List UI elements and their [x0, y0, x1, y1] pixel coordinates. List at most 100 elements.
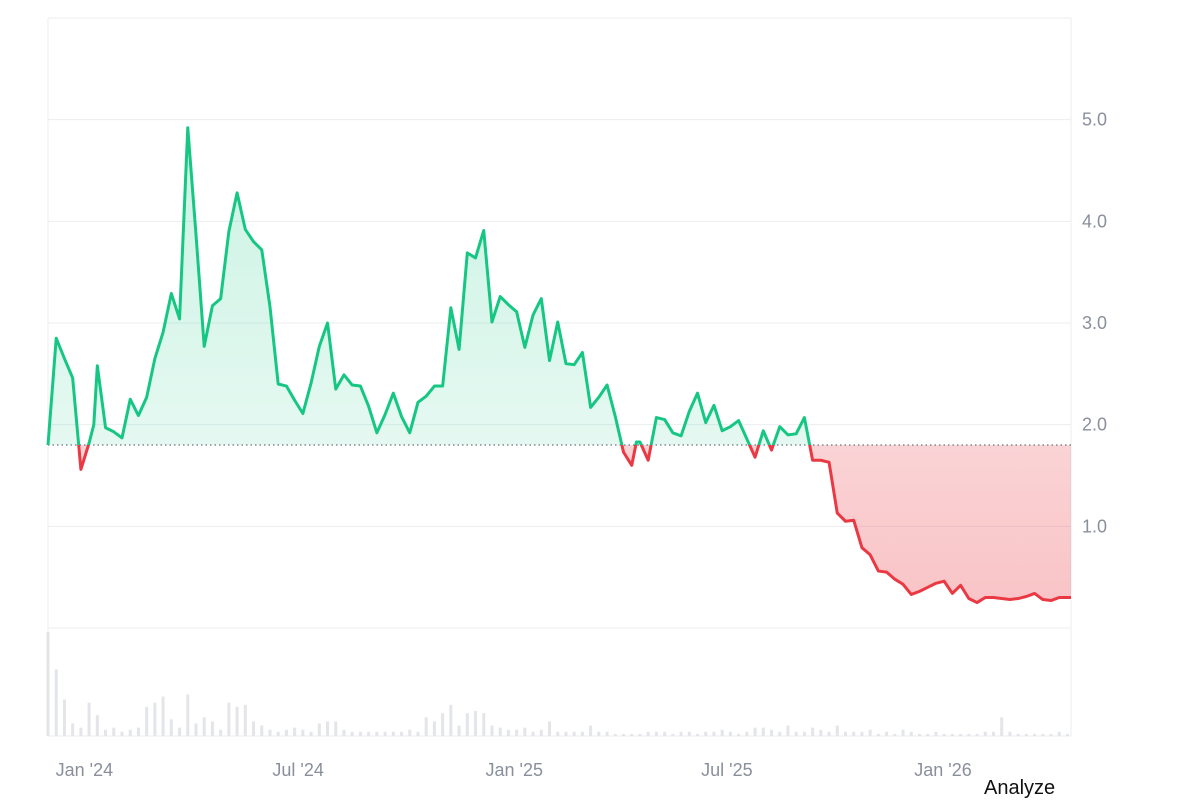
- volume-bar: [909, 731, 913, 736]
- volume-bar: [482, 713, 486, 736]
- volume-bar: [1008, 731, 1012, 736]
- volume-bar: [400, 731, 404, 736]
- volume-bar: [317, 723, 321, 736]
- volume-bar: [523, 727, 527, 736]
- volume-bar: [556, 731, 560, 736]
- y-tick-label: 5.0: [1082, 110, 1107, 130]
- volume-bar: [893, 733, 897, 736]
- volume-bar: [1057, 731, 1061, 736]
- volume-bar: [120, 731, 124, 736]
- volume-bar: [548, 721, 552, 736]
- volume-bar: [630, 733, 634, 736]
- x-axis-ticks: Jan '24 Jul '24 Jan '25 Jul '25 Jan '26: [56, 760, 972, 780]
- volume-bar: [268, 729, 272, 736]
- volume-bar: [219, 729, 223, 736]
- volume-bar: [54, 669, 58, 736]
- volume-bar: [87, 702, 91, 736]
- volume-bar: [860, 731, 864, 736]
- volume-bar: [539, 729, 543, 736]
- volume-bar: [136, 727, 140, 736]
- volume-bar: [391, 731, 395, 736]
- volume-bar: [885, 731, 889, 736]
- area-above-baseline: [48, 127, 1071, 445]
- volume-bar: [457, 725, 461, 736]
- volume-bar: [876, 733, 880, 736]
- volume-bar: [589, 725, 593, 736]
- price-line: [46, 126, 1071, 605]
- volume-bar: [597, 731, 601, 736]
- volume-bar: [843, 731, 847, 736]
- volume-bar: [432, 721, 436, 736]
- volume-bar: [309, 731, 313, 736]
- volume-bar: [712, 731, 716, 736]
- volume-bar: [753, 727, 757, 736]
- volume-bar: [424, 717, 428, 736]
- volume-bar: [671, 733, 675, 736]
- volume-bar: [737, 733, 741, 736]
- volume-bar: [449, 704, 453, 736]
- volume-bar: [169, 719, 173, 736]
- y-tick-label: 4.0: [1082, 211, 1107, 231]
- volume-bar: [62, 699, 66, 736]
- volume-bar: [79, 727, 83, 736]
- volume-bar: [819, 729, 823, 736]
- volume-bar: [679, 731, 683, 736]
- volume-bar: [1041, 733, 1045, 736]
- volume-bar: [769, 729, 773, 736]
- volume-bar: [186, 694, 190, 736]
- volume-bar: [967, 733, 971, 736]
- volume-bar: [112, 727, 116, 736]
- volume-bar: [580, 731, 584, 736]
- volume-bar: [358, 731, 362, 736]
- volume-bar: [498, 727, 502, 736]
- volume-bar: [243, 704, 247, 736]
- volume-bar: [506, 729, 510, 736]
- volume-bar: [161, 696, 165, 736]
- y-tick-label: 3.0: [1082, 313, 1107, 333]
- volume-bar: [104, 729, 108, 736]
- volume-bar: [564, 731, 568, 736]
- volume-bar: [802, 731, 806, 736]
- volume-bar: [794, 731, 798, 736]
- volume-bar: [128, 729, 132, 736]
- volume-bar: [835, 725, 839, 736]
- volume-bar: [1016, 733, 1020, 736]
- volume-bar: [991, 731, 995, 736]
- volume-bar: [178, 727, 182, 736]
- volume-bar: [663, 731, 667, 736]
- volume-bar: [202, 717, 206, 736]
- volume-bar: [942, 733, 946, 736]
- volume-bar: [474, 711, 478, 736]
- volume-bar: [1024, 733, 1028, 736]
- y-axis-ticks: 1.0 2.0 3.0 4.0 5.0: [1082, 110, 1107, 537]
- volume-bar: [350, 731, 354, 736]
- volume-bar: [950, 733, 954, 736]
- volume-bar: [622, 733, 626, 736]
- x-tick-label: Jul '24: [272, 760, 323, 780]
- volume-bar: [638, 733, 642, 736]
- volume-bar: [934, 731, 938, 736]
- analyze-button[interactable]: Analyze: [984, 777, 1056, 799]
- volume-bar: [293, 727, 297, 736]
- volume-bar: [1033, 733, 1037, 736]
- volume-bar: [811, 727, 815, 736]
- volume-bar: [687, 731, 691, 736]
- volume-bar: [71, 723, 75, 736]
- volume-bar: [704, 731, 708, 736]
- volume-bar: [531, 731, 535, 736]
- volume-bar: [720, 729, 724, 736]
- volume-bar: [284, 729, 288, 736]
- price-area: [48, 127, 1071, 603]
- volume-bar: [383, 731, 387, 736]
- volume-bar: [975, 733, 979, 736]
- volume-bar: [46, 632, 50, 736]
- x-tick-label: Jan '25: [486, 760, 543, 780]
- area-below-baseline: [48, 445, 1071, 603]
- volume-bar: [145, 706, 149, 736]
- volume-bar: [778, 731, 782, 736]
- x-tick-label: Jul '25: [701, 760, 752, 780]
- volume-bar: [827, 731, 831, 736]
- volume-bar: [852, 731, 856, 736]
- volume-bar: [235, 706, 239, 736]
